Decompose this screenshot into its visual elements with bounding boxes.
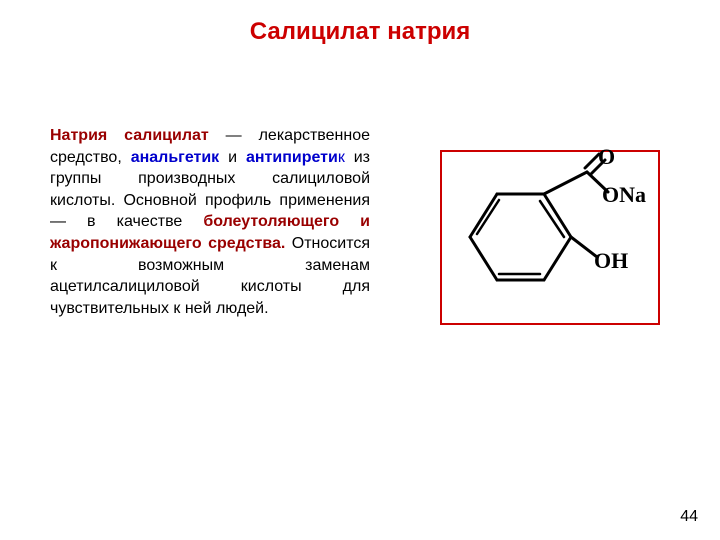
- description-paragraph: Натрия салицилат — лекарственное средств…: [50, 125, 370, 319]
- molecule-svg: [442, 152, 658, 323]
- slide-title: Салицилат натрия: [0, 18, 720, 46]
- text-segment: к: [338, 149, 345, 166]
- text-segment: и: [219, 149, 246, 166]
- text-segment: Натрия салицилат: [50, 127, 209, 144]
- page-number: 44: [680, 508, 698, 526]
- atom-label: OH: [594, 248, 628, 274]
- chemical-structure: OONaOH: [440, 150, 660, 325]
- atom-label: O: [598, 144, 615, 170]
- text-segment: анальгетик: [131, 149, 220, 166]
- text-segment: антипирети: [246, 149, 338, 166]
- atom-label: ONa: [602, 182, 646, 208]
